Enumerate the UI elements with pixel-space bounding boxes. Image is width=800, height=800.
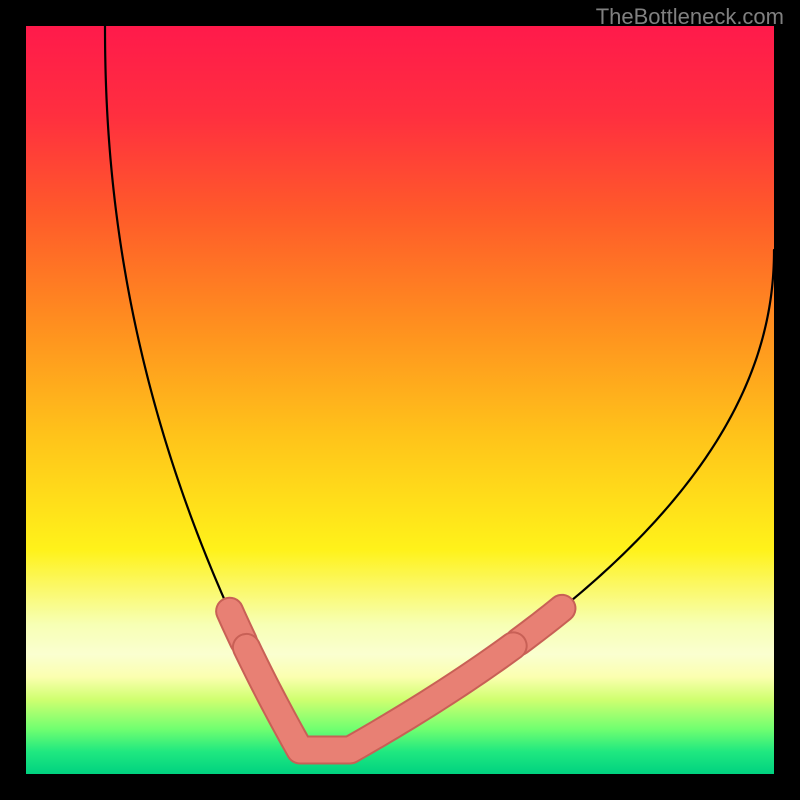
gradient-background — [26, 26, 774, 774]
chart-stage: TheBottleneck.com — [0, 0, 800, 800]
chart-svg — [0, 0, 800, 800]
